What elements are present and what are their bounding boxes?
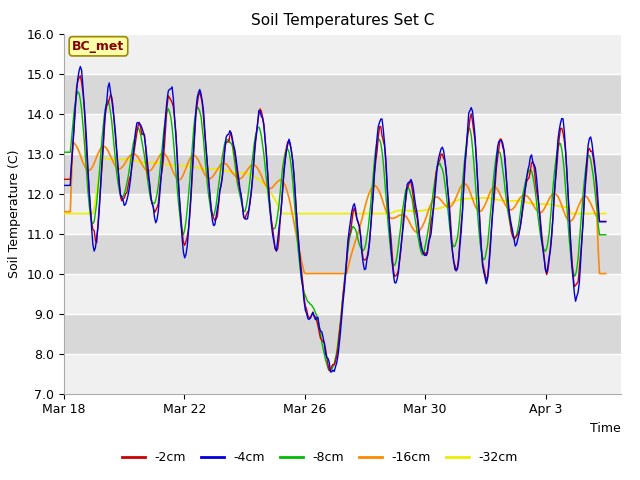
- Legend: -2cm, -4cm, -8cm, -16cm, -32cm: -2cm, -4cm, -8cm, -16cm, -32cm: [117, 446, 523, 469]
- Bar: [64, 354, 621, 394]
- Bar: [64, 234, 621, 274]
- Bar: [64, 34, 621, 73]
- Text: BC_met: BC_met: [72, 40, 125, 53]
- Bar: [64, 73, 621, 114]
- Text: Time: Time: [590, 422, 621, 435]
- Bar: [64, 154, 621, 193]
- Title: Soil Temperatures Set C: Soil Temperatures Set C: [251, 13, 434, 28]
- Bar: [64, 274, 621, 313]
- Bar: [64, 313, 621, 354]
- Bar: [64, 193, 621, 234]
- Y-axis label: Soil Temperature (C): Soil Temperature (C): [8, 149, 21, 278]
- Bar: [64, 114, 621, 154]
